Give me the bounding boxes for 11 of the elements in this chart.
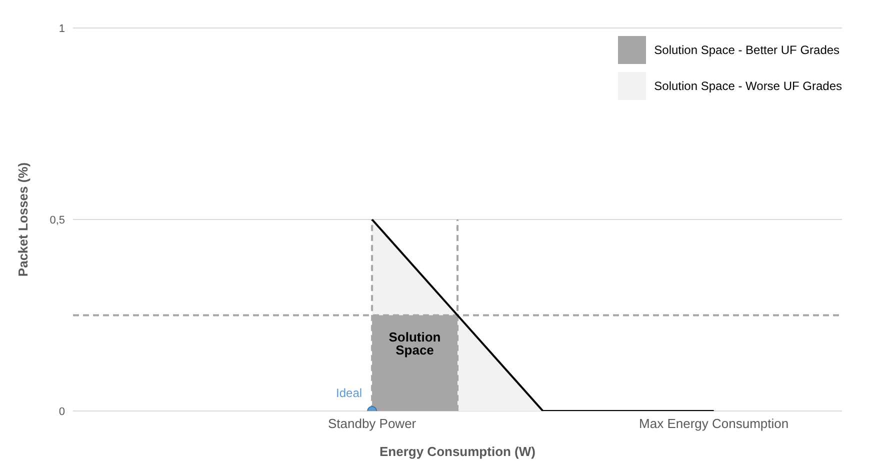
legend-label: Solution Space - Worse UF Grades bbox=[654, 79, 842, 93]
y-tick-label: 0 bbox=[58, 406, 65, 418]
y-tick-label: 1 bbox=[58, 22, 65, 35]
annotation: Ideal bbox=[336, 386, 362, 400]
y-axis-title: Packet Losses (%) bbox=[16, 162, 31, 277]
x-tick-label: Max Energy Consumption bbox=[639, 416, 789, 432]
x-tick-label: Standby Power bbox=[328, 416, 417, 432]
legend-label: Solution Space - Better UF Grades bbox=[654, 43, 840, 57]
y-tick-label: 0,5 bbox=[50, 214, 65, 226]
annotation: Solution Space bbox=[388, 329, 441, 358]
x-axis-title: Energy Consumption (W) bbox=[380, 444, 536, 459]
